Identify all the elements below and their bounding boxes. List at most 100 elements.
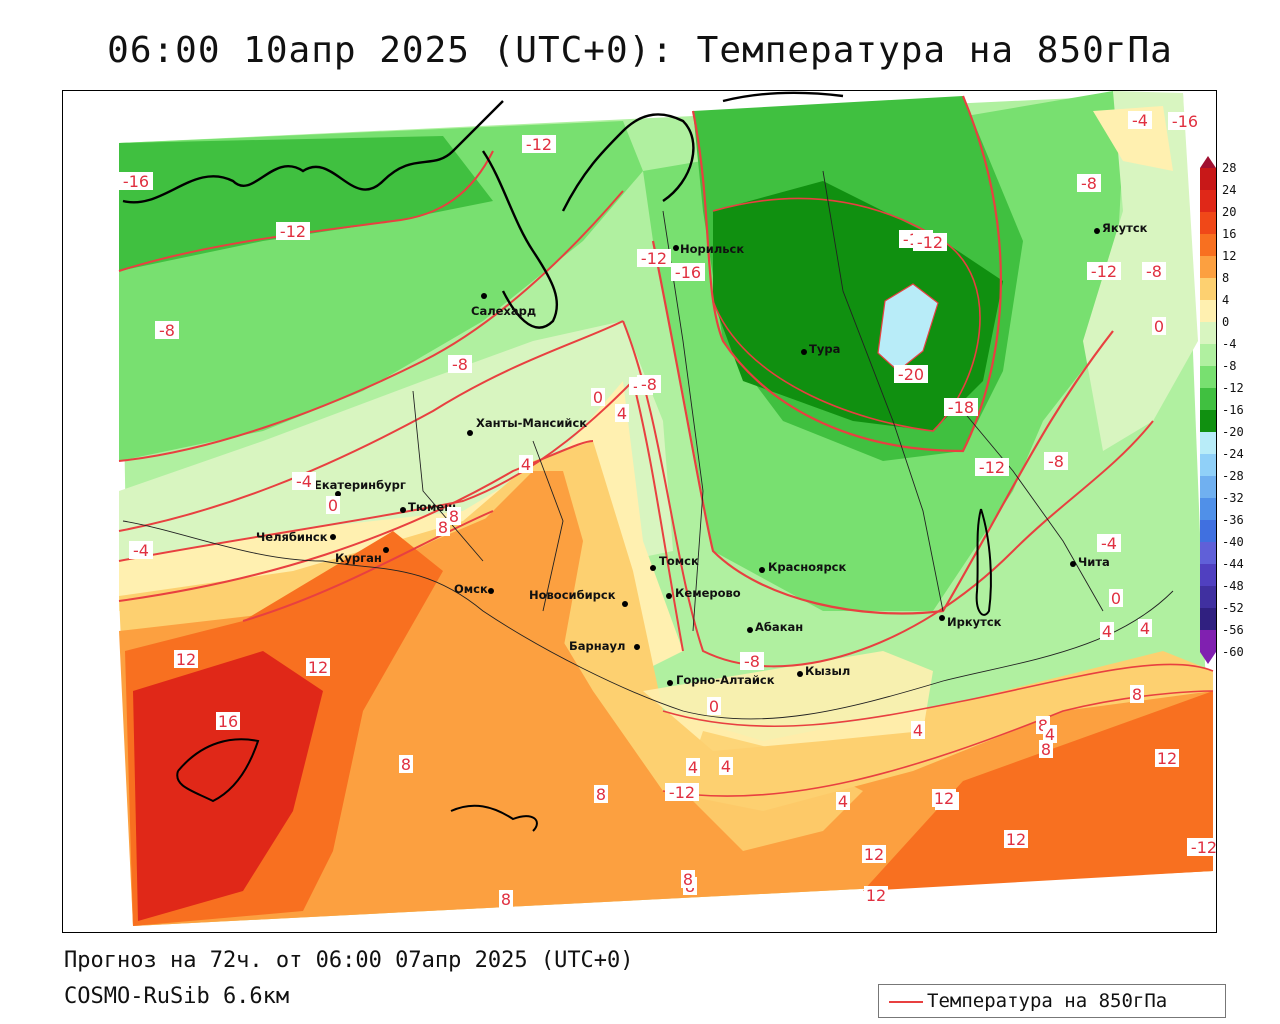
isotherm-value-label: -12 (637, 249, 671, 268)
city-tomsk: Томск (650, 554, 699, 571)
svg-text:-12: -12 (979, 458, 1005, 477)
colorbar-swatch (1200, 432, 1216, 454)
border-internal-1 (412, 390, 484, 562)
svg-text:-12: -12 (917, 233, 943, 252)
isotherm-value-label: -8 (155, 321, 179, 340)
isotherm-minus12-east (651, 240, 1114, 615)
legend-line-swatch (889, 1001, 923, 1003)
colorbar-swatch (1200, 410, 1216, 432)
city-salekhard: Салехард (471, 293, 536, 318)
field-plus12-southeast (863, 691, 1213, 891)
svg-text:0: 0 (1111, 589, 1121, 608)
isotherm-value-label: 4 (836, 792, 850, 811)
city-kyzyl: Кызыл (797, 664, 850, 678)
svg-text:0: 0 (328, 496, 338, 515)
isotherm-value-label: -12 (276, 222, 310, 241)
colorbar-swatch (1200, 212, 1216, 234)
svg-text:Норильск: Норильск (680, 242, 744, 256)
colorbar-tick-label: -36 (1222, 513, 1244, 527)
svg-text:8: 8 (449, 507, 459, 526)
svg-text:-12: -12 (280, 222, 306, 241)
colorbar-tick-label: 8 (1222, 271, 1230, 285)
lake-taimyr-area (877, 283, 939, 372)
isotherm-value-label: 8 (1130, 685, 1144, 704)
svg-text:Новосибирск: Новосибирск (529, 588, 616, 602)
colorbar-tick-label: -4 (1222, 337, 1237, 351)
svg-text:16: 16 (218, 712, 238, 731)
map-panel[interactable]: Салехард Норильск Тура Якутск Ханты-Манс… (62, 90, 1217, 933)
isotherm-value-label: -8 (448, 355, 472, 374)
isotherm-value-label: -4 (129, 541, 153, 560)
isotherm-value-label: 8 (499, 890, 513, 909)
isotherm-plus8-south (662, 690, 1214, 797)
city-kemerovo: Кемерово (666, 586, 741, 600)
isotherm-value-label: 4 (719, 757, 733, 776)
isotherm-value-label: 0 (591, 388, 605, 407)
isotherm-value-label: -12 (975, 458, 1009, 477)
isotherm-value-label: 8 (681, 870, 695, 889)
temperature-map[interactable]: Салехард Норильск Тура Якутск Ханты-Манс… (63, 91, 1217, 933)
field-plus16-west (133, 651, 323, 921)
svg-text:-8: -8 (641, 375, 657, 394)
isotherm-value-label: -16 (1168, 112, 1202, 131)
svg-text:Челябинск: Челябинск (256, 530, 328, 544)
isotherm-value-label: 8 (1039, 740, 1053, 759)
isotherm-value-label: 4 (1100, 622, 1114, 641)
colorbar-tick-label: -20 (1222, 425, 1244, 439)
svg-text:Абакан: Абакан (755, 620, 803, 634)
isotherm-value-label: 0 (707, 697, 721, 716)
isotherm-plus4-south (662, 663, 1214, 728)
isotherm-value-label: -12 (522, 135, 556, 154)
colorbar-tick-label: -32 (1222, 491, 1244, 505)
isotherm-lines (118, 95, 1214, 797)
svg-text:Красноярск: Красноярск (768, 560, 846, 574)
colorbar-tick-label: -60 (1222, 645, 1244, 659)
svg-text:-8: -8 (1146, 262, 1162, 281)
colorbar-swatches (1200, 156, 1216, 664)
isotherm-value-label: 12 (306, 658, 330, 677)
colorbar-swatch (1200, 168, 1216, 190)
svg-text:-18: -18 (948, 398, 974, 417)
colorbar-top-arrow (1200, 156, 1216, 168)
colorbar-swatch (1200, 366, 1216, 388)
lake-issyk-outline (176, 738, 260, 803)
svg-text:-4: -4 (1132, 111, 1148, 130)
colorbar-swatch (1200, 234, 1216, 256)
svg-text:4: 4 (1140, 619, 1150, 638)
svg-text:Тура: Тура (809, 342, 840, 356)
svg-text:-8: -8 (1081, 174, 1097, 193)
svg-text:-12: -12 (526, 135, 552, 154)
city-norilsk: Норильск (673, 242, 744, 256)
svg-text:12: 12 (308, 658, 328, 677)
legend: Температура на 850гПа (878, 984, 1226, 1018)
city-barnaul: Барнаул (569, 639, 640, 653)
lake-balkhash-outline (450, 804, 538, 832)
svg-text:12: 12 (866, 886, 886, 905)
svg-text:4: 4 (1102, 622, 1112, 641)
svg-text:0: 0 (593, 388, 603, 407)
svg-text:-4: -4 (1101, 534, 1117, 553)
colorbar-tick-label: 16 (1222, 227, 1237, 241)
isotherm-value-label: -8 (1044, 452, 1068, 471)
colorbar-tick-label: 20 (1222, 205, 1237, 219)
svg-text:Горно-Алтайск: Горно-Алтайск (676, 673, 775, 687)
isotherm-value-label: 4 (1043, 725, 1057, 744)
svg-text:Кызыл: Кызыл (805, 664, 850, 678)
border-internal-4 (822, 170, 944, 612)
isotherm-value-label: -8 (1142, 262, 1166, 281)
svg-text:8: 8 (1041, 740, 1051, 759)
city-tyumen: Тюмень (400, 500, 459, 514)
colorbar-swatch (1200, 256, 1216, 278)
isotherm-value-label: 12 (174, 650, 198, 669)
isotherm-value-label: -20 (894, 365, 928, 384)
isotherm-value-label: 0 (1109, 589, 1123, 608)
isotherm-value-label: 4 (1138, 619, 1152, 638)
isotherm-value-label: -18 (944, 398, 978, 417)
colorbar-tick-label: -16 (1222, 403, 1244, 417)
colorbar-swatch (1200, 630, 1216, 652)
isotherm-value-label: -16 (119, 172, 153, 191)
isotherm-value-label: 8 (447, 507, 461, 526)
city-novosibirsk: Новосибирск (529, 588, 628, 607)
colorbar-tick-label: -28 (1222, 469, 1244, 483)
coastlines (122, 91, 992, 832)
